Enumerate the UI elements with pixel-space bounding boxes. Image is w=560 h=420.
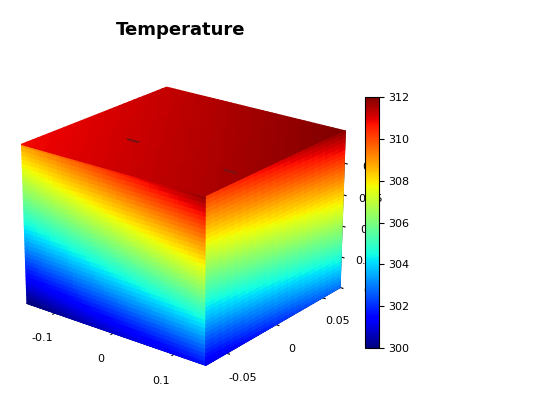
Title: Temperature: Temperature: [115, 21, 245, 39]
